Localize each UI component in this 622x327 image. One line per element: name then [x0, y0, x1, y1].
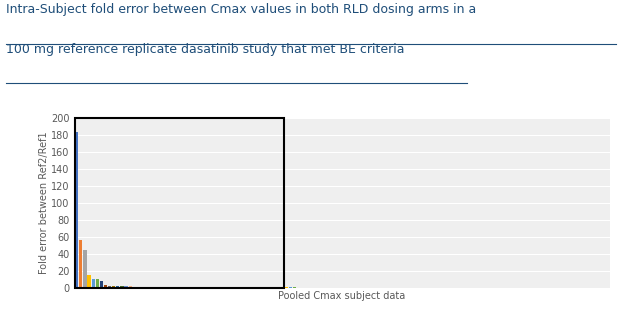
Bar [137, 287, 140, 288]
Bar [174, 287, 177, 288]
Bar [211, 287, 214, 288]
Bar [149, 287, 152, 288]
Bar [83, 250, 86, 288]
Bar [141, 287, 144, 288]
Bar [116, 286, 119, 288]
Bar [182, 287, 185, 288]
Bar [129, 286, 132, 288]
Y-axis label: Fold error between Ref2/Ref1: Fold error between Ref2/Ref1 [39, 131, 49, 274]
Bar [75, 132, 78, 288]
Bar [162, 287, 165, 288]
Bar [88, 275, 91, 288]
Bar [207, 287, 210, 288]
Bar [91, 279, 95, 288]
Bar [112, 286, 115, 288]
Bar [215, 287, 218, 288]
Bar [203, 287, 206, 288]
X-axis label: Pooled Cmax subject data: Pooled Cmax subject data [279, 290, 406, 301]
Bar [178, 287, 181, 288]
Bar [132, 287, 136, 288]
Bar [96, 279, 99, 288]
Text: 100 mg reference replicate dasatinib study that met BE criteria: 100 mg reference replicate dasatinib stu… [6, 43, 405, 56]
Bar [198, 287, 202, 288]
Bar [104, 285, 107, 288]
Text: Intra-Subject fold error between Cmax values in both RLD dosing arms in a: Intra-Subject fold error between Cmax va… [6, 3, 476, 16]
Bar [124, 286, 128, 288]
Bar [293, 287, 297, 288]
Bar [165, 287, 169, 288]
Bar [79, 240, 83, 288]
Bar [108, 286, 111, 288]
Bar [170, 287, 173, 288]
Bar [219, 287, 222, 288]
Bar [153, 287, 157, 288]
Bar [157, 287, 160, 288]
Bar [75, 118, 284, 288]
Bar [100, 281, 103, 288]
Bar [195, 287, 198, 288]
Bar [186, 287, 190, 288]
Bar [145, 287, 148, 288]
Bar [285, 287, 288, 288]
Bar [190, 287, 193, 288]
Bar [289, 287, 292, 288]
Bar [120, 286, 124, 288]
